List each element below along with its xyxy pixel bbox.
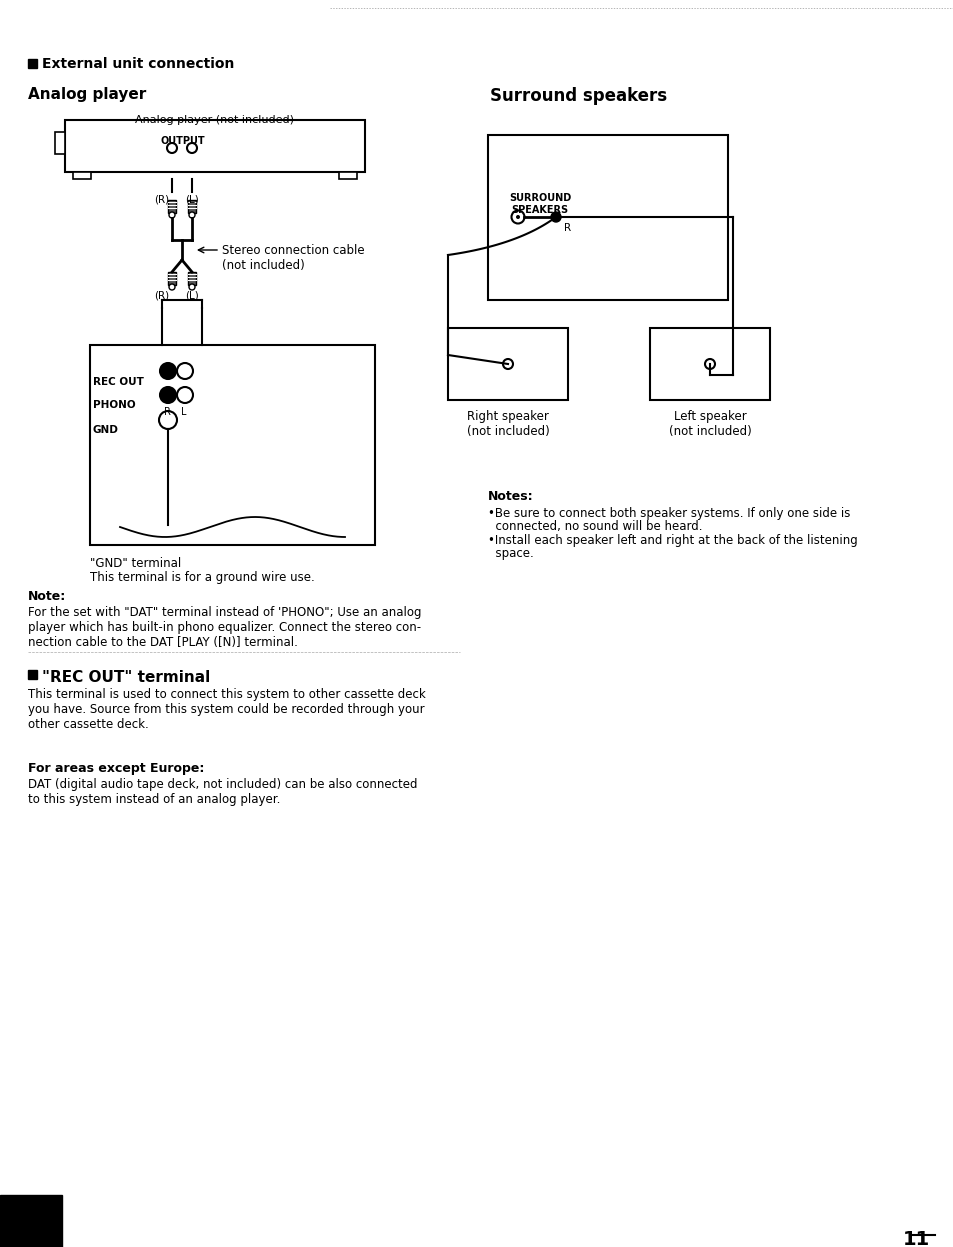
- Text: DAT (digital audio tape deck, not included) can be also connected
to this system: DAT (digital audio tape deck, not includ…: [28, 778, 417, 806]
- Bar: [73, 172, 91, 180]
- Text: SURROUND
SPEAKERS: SURROUND SPEAKERS: [508, 193, 571, 214]
- Text: Left speaker
(not included): Left speaker (not included): [668, 410, 751, 438]
- Text: Right speaker
(not included): Right speaker (not included): [466, 410, 549, 438]
- Text: For the set with "DAT" terminal instead of 'PHONO"; Use an analog
player which h: For the set with "DAT" terminal instead …: [28, 606, 421, 648]
- Circle shape: [160, 363, 175, 379]
- Text: space.: space.: [488, 547, 533, 560]
- Bar: [188, 200, 195, 213]
- Bar: [488, 135, 727, 301]
- Text: Stereo connection cable
(not included): Stereo connection cable (not included): [222, 244, 364, 272]
- Text: "GND" terminal: "GND" terminal: [90, 557, 181, 570]
- Text: Analog player (not included): Analog player (not included): [135, 115, 294, 125]
- Circle shape: [502, 359, 513, 369]
- Text: connected, no sound will be heard.: connected, no sound will be heard.: [488, 520, 701, 532]
- Text: (R): (R): [154, 195, 170, 205]
- Text: GND: GND: [92, 425, 119, 435]
- Circle shape: [177, 387, 193, 403]
- Bar: [168, 272, 175, 286]
- Text: •Install each speaker left and right at the back of the listening: •Install each speaker left and right at …: [488, 534, 857, 547]
- Text: 11: 11: [902, 1230, 929, 1247]
- Bar: [168, 200, 175, 213]
- Circle shape: [159, 412, 177, 429]
- Text: For areas except Europe:: For areas except Europe:: [28, 762, 204, 774]
- Text: (R): (R): [154, 291, 170, 301]
- Text: (L): (L): [185, 291, 198, 301]
- Text: •Be sure to connect both speaker systems. If only one side is: •Be sure to connect both speaker systems…: [488, 508, 849, 520]
- Text: (L): (L): [185, 195, 198, 205]
- Text: Analog player: Analog player: [28, 87, 146, 102]
- Text: OUTPUT: OUTPUT: [160, 136, 205, 146]
- Text: Notes:: Notes:: [488, 490, 533, 503]
- Bar: [649, 328, 769, 400]
- Bar: [28, 670, 37, 680]
- Circle shape: [177, 363, 193, 379]
- Bar: [65, 120, 365, 172]
- Bar: [338, 172, 356, 180]
- Bar: [188, 272, 195, 286]
- Circle shape: [704, 359, 714, 369]
- Text: Surround speakers: Surround speakers: [490, 87, 666, 105]
- Text: R: R: [563, 223, 571, 233]
- Circle shape: [189, 212, 194, 218]
- Circle shape: [516, 214, 519, 219]
- Circle shape: [169, 212, 174, 218]
- Circle shape: [511, 211, 524, 223]
- Text: PHONO: PHONO: [92, 400, 135, 410]
- Text: Note:: Note:: [28, 590, 66, 604]
- Circle shape: [189, 284, 194, 291]
- Text: External unit connection: External unit connection: [42, 57, 234, 71]
- Circle shape: [187, 143, 196, 153]
- Circle shape: [160, 387, 175, 403]
- Bar: [0, 1195, 62, 1247]
- Circle shape: [169, 284, 174, 291]
- Text: REC OUT: REC OUT: [92, 377, 144, 387]
- Bar: [448, 328, 567, 400]
- Text: This terminal is for a ground wire use.: This terminal is for a ground wire use.: [90, 571, 314, 584]
- Text: L: L: [181, 407, 186, 416]
- Circle shape: [551, 212, 560, 222]
- Text: R: R: [164, 407, 171, 416]
- Circle shape: [167, 143, 177, 153]
- Bar: [90, 345, 375, 545]
- Text: This terminal is used to connect this system to other cassette deck
you have. So: This terminal is used to connect this sy…: [28, 688, 425, 731]
- Text: "REC OUT" terminal: "REC OUT" terminal: [42, 670, 210, 685]
- Bar: [28, 59, 37, 69]
- Bar: [55, 132, 65, 153]
